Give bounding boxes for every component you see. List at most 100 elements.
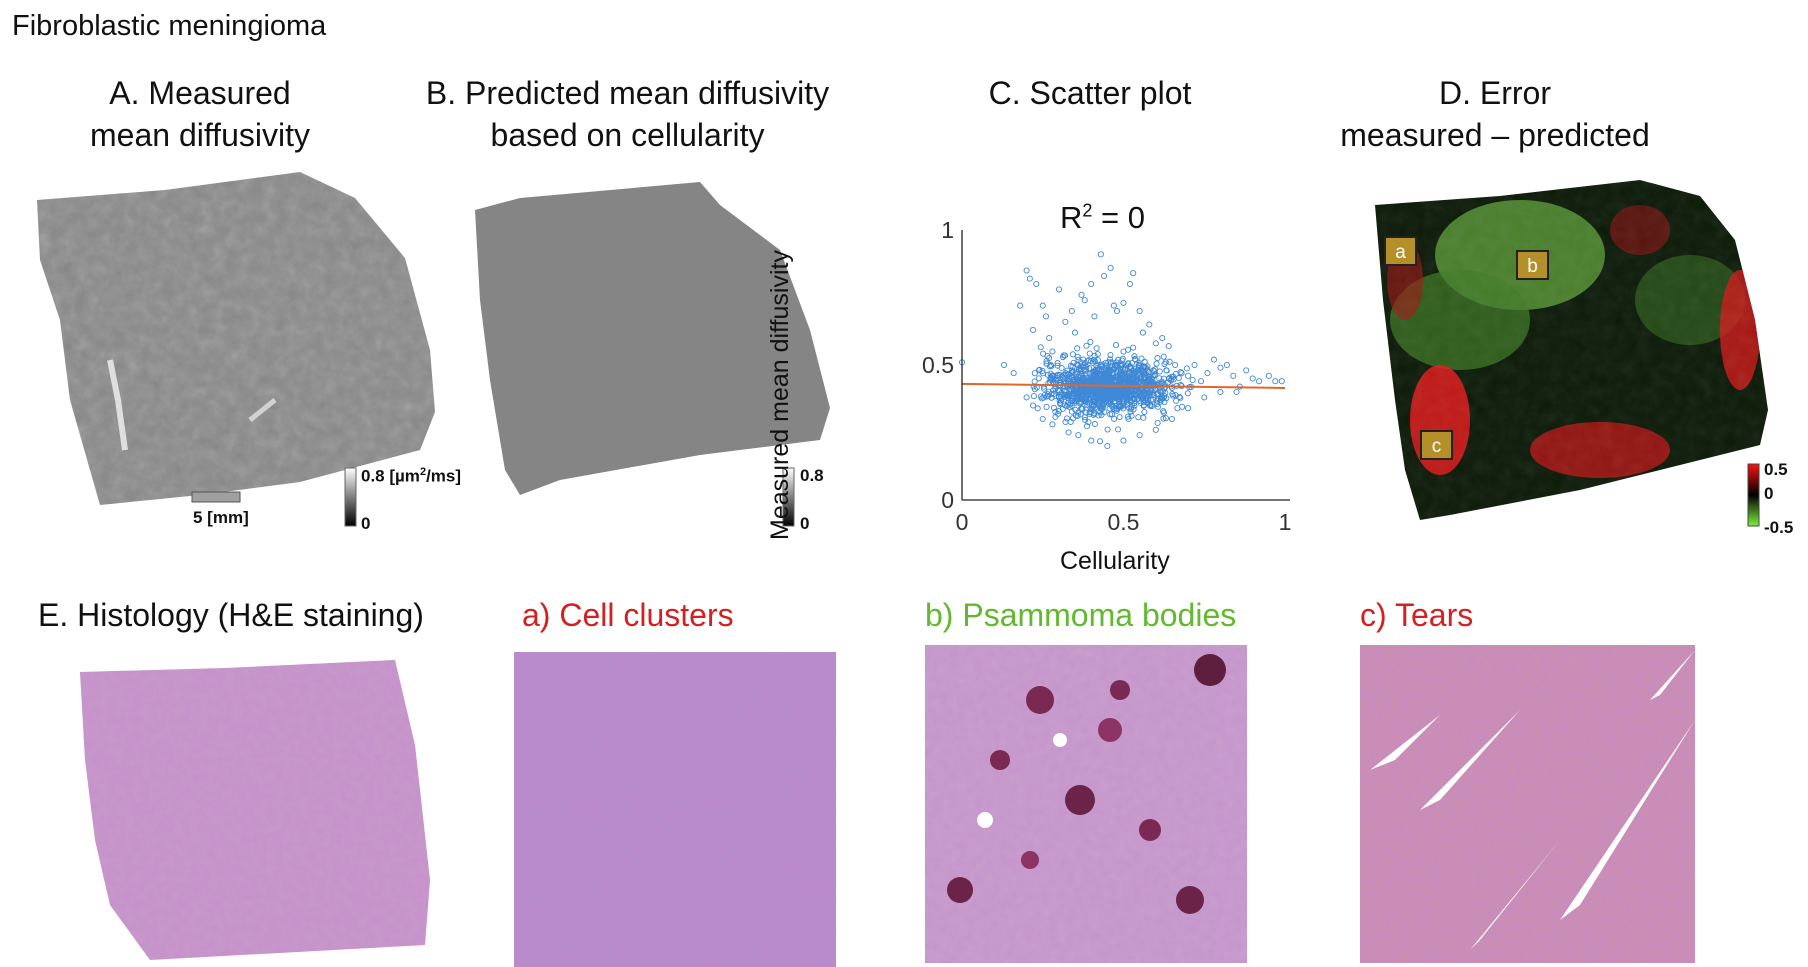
scatter-point-798 [1154,403,1161,410]
scatter-point-883 [1077,377,1085,384]
scatter-point-1234 [1265,372,1272,379]
scatter-point-775 [1035,367,1043,374]
panel-a-image [0,0,1,1]
scatter-point-1237 [1023,394,1030,401]
scatter-point-1065 [1045,392,1052,399]
panel-c-title: C. Scatter plot [988,75,1192,111]
scatter-point-1225 [1204,370,1211,377]
scatter-point-1116 [1114,388,1121,396]
scatter-point-1034 [1083,364,1090,371]
scatter-point-1211 [1120,299,1127,306]
scatter-point-687 [1055,393,1062,400]
panel-b-colorbar-max: 0.8 [800,466,824,485]
scatter-point-1127 [1105,393,1112,400]
scatter-point-854 [1080,364,1087,371]
scatter-point-1073 [1077,368,1084,375]
scatter-point-1102 [1141,370,1148,377]
scatter-point-1212 [1126,280,1134,288]
inset-image-tears [1360,645,1695,963]
scatter-point-218 [1112,342,1120,349]
scatter-point-960 [1119,362,1126,369]
scatter-point-1240 [1049,421,1056,428]
panel-d-colorbar [1747,463,1760,527]
scatter-point-1236 [1278,378,1285,385]
scatter-point-1053 [1117,389,1125,396]
scatter-point-1219 [1165,343,1172,350]
scatter-point-824 [1065,371,1072,378]
scatter-point-754 [1156,368,1163,375]
scatter-point-1008 [1123,362,1130,369]
scatter-point-1228 [1223,361,1230,369]
scatter-point-1204 [1088,280,1095,288]
scatter-point-655 [1189,377,1196,384]
scatter-point-1245 [1104,442,1111,450]
panel-b-title: B. Predicted mean diffusivity based on c… [395,72,860,156]
scatter-point-1139 [1109,383,1116,390]
scatter-point-1206 [1097,251,1104,258]
scatter-point-1241 [1055,407,1062,414]
scatter-point-1233 [1256,378,1263,385]
y-tick-label-0: 0 [941,487,954,513]
scatter-point-1202 [1078,291,1085,298]
scatter-point-1087 [1156,388,1164,395]
scatter-point-1142 [1113,364,1121,371]
panel-a-scalebar-label: 5 [mm] [193,508,249,527]
scatter-point-1054 [1111,405,1118,412]
scatter-point-1024 [1135,364,1143,371]
scatter-point-319 [1140,414,1147,421]
psammoma-bodies [947,654,1226,914]
scatter-point-1246 [1120,437,1127,444]
scatter-point-1081 [1140,402,1147,409]
scatter-point-1199 [1062,318,1069,325]
scatter-point-1223 [1191,361,1198,369]
scatter-point-1015 [1066,404,1073,411]
y-axis-label: Measured mean diffusivity [766,250,794,540]
scatter-point-1198 [1055,286,1062,293]
panel-d-title: D. Error measured – predicted [1315,72,1675,156]
marker-a: a [1384,236,1417,266]
scatter-point-1166 [1107,351,1114,359]
scatter-point-1107 [1106,399,1114,406]
scatter-point-925 [1141,408,1148,416]
scatter-point-906 [1161,360,1168,368]
scatter-point-199 [1086,350,1093,357]
scatter-point-1168 [1137,378,1144,385]
scatter-point-1201 [1071,329,1079,336]
scatter-point-1247 [1136,432,1143,439]
scatter-point-1148 [1124,396,1131,403]
scatter-point-1029 [1115,395,1122,402]
scatter-point-613 [1074,345,1081,352]
scatter-point-347 [1160,408,1167,415]
scatter-point-895 [1128,412,1135,419]
scatter-point-661 [1074,353,1081,360]
scatter-point-1051 [1047,374,1054,381]
scatter-point-1251 [1201,394,1208,401]
scatter-point-61 [1087,338,1094,345]
scatter-point-383 [1097,438,1104,445]
scatter-point-28 [1037,344,1044,351]
r-squared-annotation: R2 = 0 [1060,200,1145,235]
scatter-point-1249 [1168,415,1176,423]
scatter-point-1104 [1064,394,1071,401]
scatter-point-1182 [1127,388,1134,395]
histology-slide [80,660,430,960]
scatter-point-266 [1036,366,1043,373]
scatter-point-1106 [1090,391,1097,398]
tissue-tears [1370,650,1695,950]
scatter-point-1174 [1107,384,1114,391]
panel-a-colorbar [344,467,357,527]
scatter-point-442 [1104,426,1111,433]
scatter-point-952 [1077,365,1084,373]
scatter-point-792 [1130,400,1137,407]
scatter-point-1155 [1153,360,1160,367]
scatter-point-971 [1173,397,1180,404]
scatter-point-1079 [1074,412,1081,419]
scatter-point-1244 [1088,437,1095,444]
scatter-point-956 [1158,389,1165,396]
scatter-point-861 [1031,386,1038,393]
panel-a-tissue-map [37,172,435,505]
scatter-point-217 [1162,415,1169,422]
y-tick-label-2: 1 [941,217,954,243]
scatter-point-1064 [1091,398,1098,405]
scatter-point-85 [1043,403,1050,411]
